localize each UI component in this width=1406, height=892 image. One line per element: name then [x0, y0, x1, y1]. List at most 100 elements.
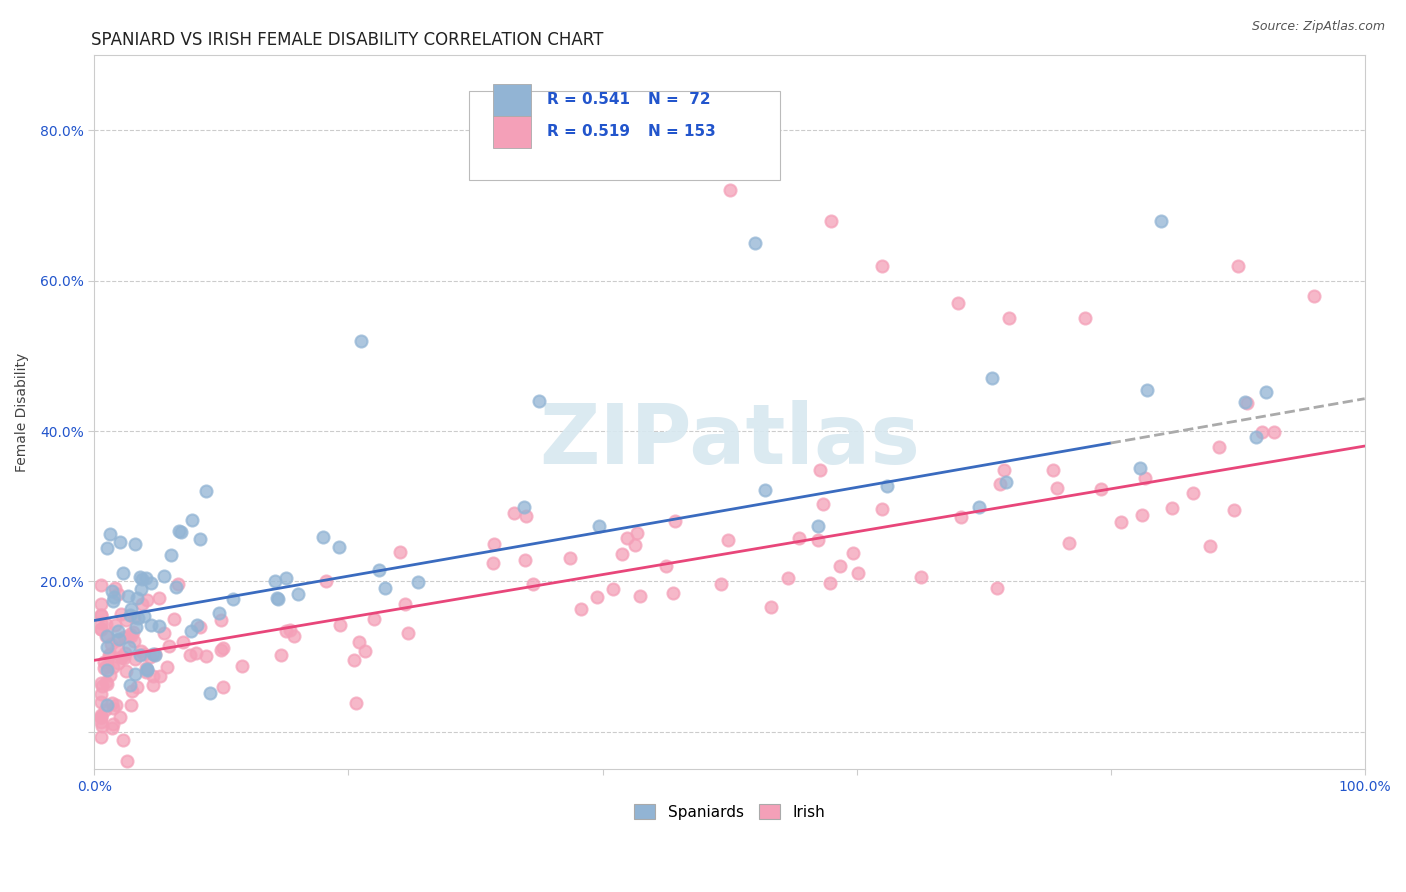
Point — [1046, 481, 1069, 495]
Point — [654, 559, 676, 574]
Point — [188, 620, 211, 634]
Point — [118, 627, 141, 641]
Point — [778, 571, 800, 585]
Point — [142, 678, 165, 692]
Point — [108, 710, 131, 724]
Point — [96, 677, 118, 691]
Point — [111, 649, 134, 664]
Point — [122, 634, 145, 648]
Point — [710, 577, 733, 591]
Point — [374, 582, 396, 596]
Point — [353, 644, 375, 658]
Point — [211, 613, 233, 627]
Point — [482, 537, 505, 551]
Point — [180, 624, 202, 639]
Point — [1302, 289, 1324, 303]
Point — [165, 580, 187, 594]
Point — [105, 698, 128, 712]
Point — [396, 625, 419, 640]
Point — [110, 607, 132, 621]
Point — [388, 545, 411, 559]
Point — [96, 629, 118, 643]
Point — [628, 590, 651, 604]
Point — [993, 463, 1015, 477]
Point — [153, 569, 176, 583]
Point — [127, 610, 149, 624]
Point — [194, 483, 217, 498]
Point — [98, 527, 121, 541]
Point — [107, 640, 129, 655]
Point — [101, 696, 124, 710]
Point — [101, 594, 124, 608]
Point — [264, 574, 287, 589]
Point — [112, 566, 135, 580]
Point — [522, 577, 544, 591]
Point — [270, 648, 292, 663]
Point — [107, 587, 129, 601]
Point — [98, 648, 121, 662]
Point — [98, 668, 121, 682]
Point — [143, 647, 166, 661]
Point — [94, 616, 117, 631]
Point — [744, 236, 766, 251]
Point — [157, 640, 180, 654]
Point — [515, 553, 537, 567]
Point — [569, 602, 592, 616]
Point — [125, 591, 148, 606]
Point — [616, 531, 638, 545]
Text: SPANIARD VS IRISH FEMALE DISABILITY CORRELATION CHART: SPANIARD VS IRISH FEMALE DISABILITY CORR… — [91, 31, 603, 49]
Point — [661, 585, 683, 599]
Point — [759, 599, 782, 614]
Point — [122, 610, 145, 624]
Point — [90, 615, 112, 630]
Point — [664, 515, 686, 529]
Point — [148, 619, 170, 633]
Point — [90, 622, 112, 636]
Point — [148, 591, 170, 605]
Point — [104, 581, 127, 595]
Point — [1161, 501, 1184, 516]
Point — [112, 651, 135, 665]
Point — [131, 598, 153, 612]
Point — [90, 710, 112, 724]
Point — [1130, 508, 1153, 522]
Point — [118, 678, 141, 692]
Point — [347, 635, 370, 649]
Point — [94, 703, 117, 717]
Point — [152, 625, 174, 640]
Point — [114, 646, 136, 660]
Point — [828, 558, 851, 573]
Point — [394, 597, 416, 611]
Point — [118, 607, 141, 622]
Point — [124, 652, 146, 666]
Point — [90, 608, 112, 623]
Point — [209, 642, 232, 657]
Point — [967, 500, 990, 515]
Point — [96, 541, 118, 555]
Point — [90, 696, 112, 710]
Point — [167, 577, 190, 591]
Point — [212, 680, 235, 694]
Point — [876, 479, 898, 493]
Point — [626, 526, 648, 541]
Point — [1250, 425, 1272, 439]
Point — [96, 663, 118, 677]
Point — [1198, 540, 1220, 554]
Point — [367, 563, 389, 577]
Point — [143, 648, 166, 662]
Point — [276, 571, 298, 585]
Point — [139, 650, 162, 665]
Point — [1109, 516, 1132, 530]
Point — [818, 576, 841, 591]
Bar — [494, 84, 531, 116]
Point — [94, 675, 117, 690]
Point — [363, 612, 385, 626]
Point — [222, 591, 245, 606]
Point — [90, 714, 112, 729]
Point — [986, 581, 1008, 595]
Point — [93, 661, 115, 675]
Point — [90, 578, 112, 592]
Point — [107, 656, 129, 670]
Point — [278, 624, 301, 638]
Point — [136, 663, 159, 677]
